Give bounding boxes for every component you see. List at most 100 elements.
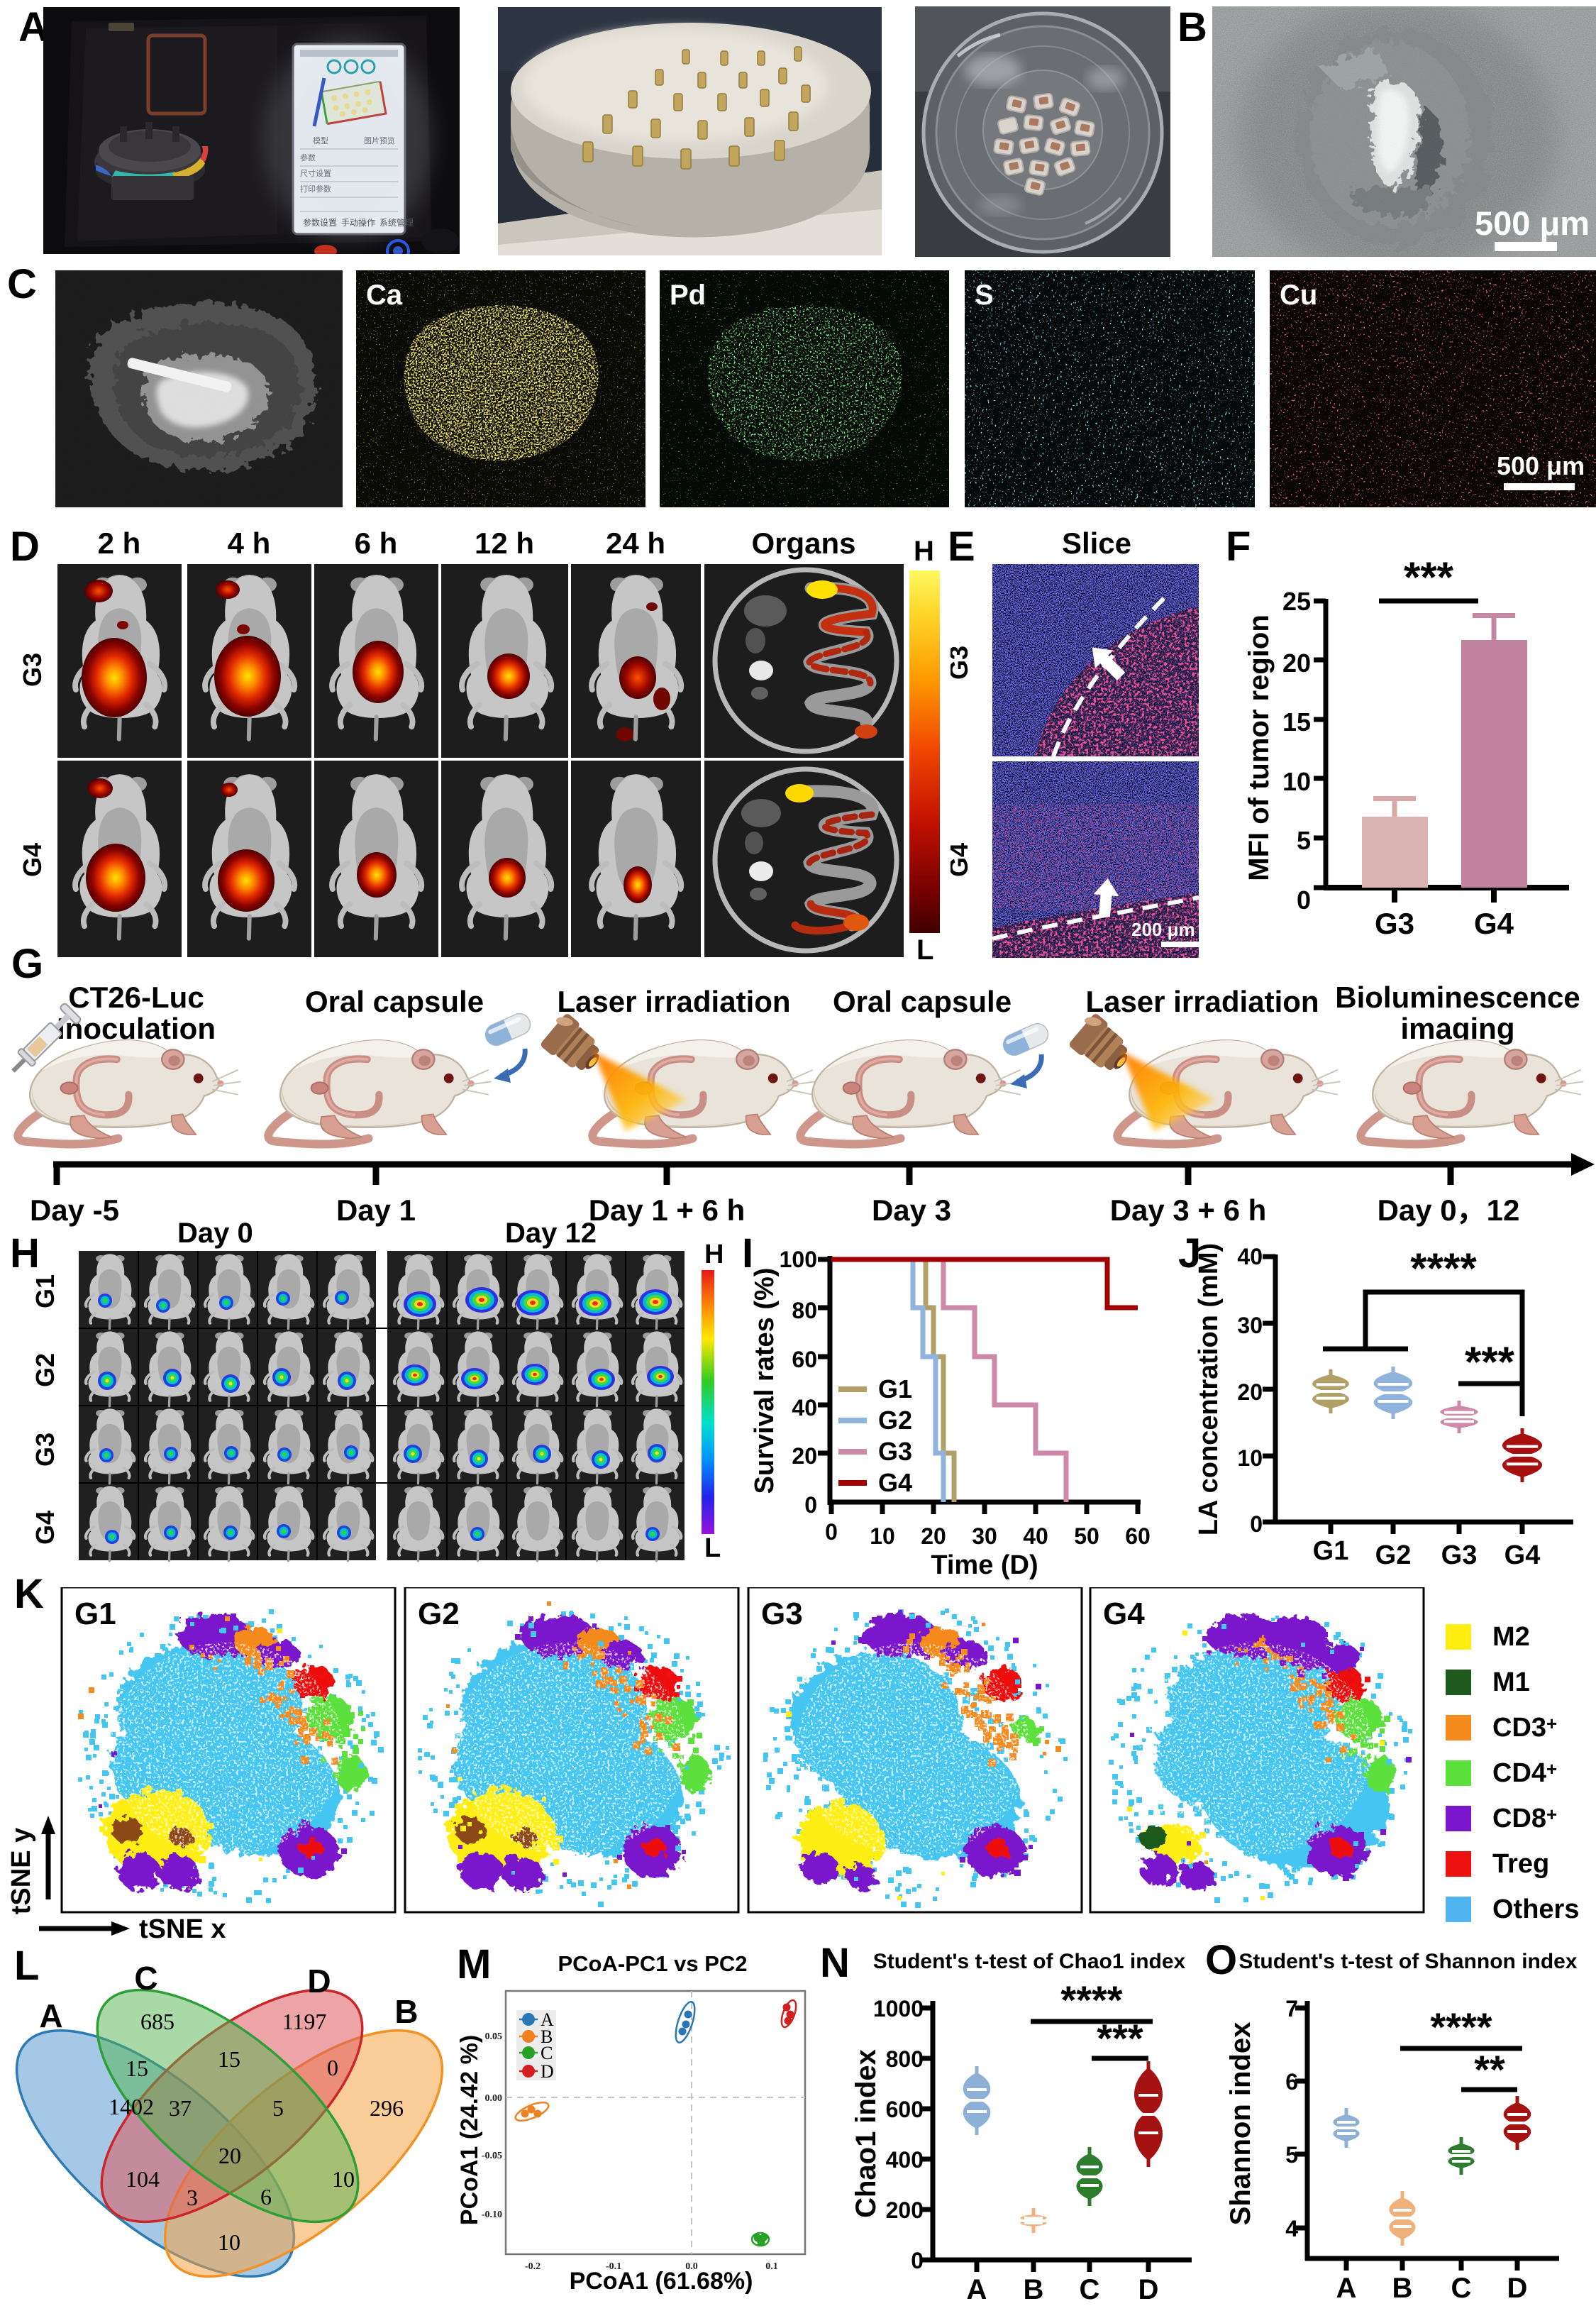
svg-text:Day 1: Day 1	[336, 1193, 416, 1227]
svg-text:Day -5: Day -5	[30, 1193, 119, 1227]
svg-text:尺寸设置: 尺寸设置	[300, 168, 331, 178]
svg-text:D: D	[1138, 2274, 1159, 2305]
svg-text:7: 7	[1285, 1996, 1298, 2021]
svg-text:imaging: imaging	[1400, 1012, 1514, 1045]
svg-text:50: 50	[1074, 1523, 1099, 1549]
svg-text:-0.05: -0.05	[482, 2151, 502, 2161]
svg-text:G1: G1	[878, 1374, 912, 1403]
svg-text:500 μm: 500 μm	[1497, 451, 1585, 480]
svg-text:6: 6	[1285, 2069, 1298, 2095]
svg-text:20: 20	[1237, 1379, 1263, 1405]
svg-text:B: B	[541, 2026, 553, 2047]
svg-text:CD3+: CD3+	[1492, 1713, 1557, 1743]
svg-text:Shannon index: Shannon index	[1225, 2022, 1256, 2226]
svg-text:H: H	[914, 538, 934, 567]
svg-text:CD8+: CD8+	[1492, 1804, 1557, 1833]
svg-text:10: 10	[218, 2229, 240, 2255]
svg-text:Others: Others	[1492, 1894, 1579, 1924]
svg-text:D: D	[307, 1963, 331, 1999]
svg-text:20: 20	[218, 2143, 241, 2168]
svg-text:***: ***	[1465, 1338, 1515, 1386]
svg-text:G3: G3	[18, 653, 47, 687]
svg-text:80: 80	[792, 1298, 817, 1323]
svg-text:PCoA1 (61.68%): PCoA1 (61.68%)	[570, 2268, 753, 2295]
svg-text:A: A	[541, 2009, 554, 2030]
svg-text:图片预览: 图片预览	[364, 136, 395, 145]
svg-text:0: 0	[1250, 1511, 1263, 1537]
svg-text:Day 1 + 6 h: Day 1 + 6 h	[589, 1193, 746, 1227]
svg-text:G1: G1	[31, 1274, 60, 1308]
svg-text:CT26-Luc: CT26-Luc	[68, 981, 204, 1014]
svg-text:C: C	[541, 2043, 553, 2063]
svg-text:***: ***	[1097, 2016, 1143, 2060]
svg-text:0: 0	[327, 2055, 338, 2080]
svg-text:1000: 1000	[873, 1996, 924, 2021]
svg-text:A: A	[39, 1997, 62, 2034]
svg-text:Time (D): Time (D)	[931, 1550, 1038, 1580]
svg-text:Treg: Treg	[1492, 1849, 1549, 1879]
svg-text:0.00: 0.00	[485, 2093, 503, 2104]
svg-text:15: 15	[1282, 707, 1311, 737]
svg-text:37: 37	[169, 2095, 192, 2121]
svg-text:200 μm: 200 μm	[1131, 919, 1195, 940]
svg-text:M1: M1	[1492, 1667, 1530, 1697]
svg-text:0: 0	[1297, 886, 1311, 915]
svg-text:2 h: 2 h	[98, 528, 141, 560]
svg-text:1402: 1402	[109, 2094, 154, 2119]
svg-text:Organs: Organs	[751, 528, 855, 560]
svg-text:****: ****	[1410, 1245, 1477, 1292]
svg-text:G4: G4	[878, 1468, 912, 1497]
svg-text:6 h: 6 h	[355, 528, 398, 560]
svg-text:15: 15	[126, 2056, 148, 2081]
svg-text:0: 0	[804, 1492, 817, 1518]
svg-text:25: 25	[1282, 587, 1311, 616]
svg-text:500 μm: 500 μm	[1475, 204, 1590, 242]
svg-text:A: A	[1336, 2273, 1357, 2304]
svg-text:G2: G2	[418, 1596, 460, 1631]
svg-text:200: 200	[886, 2197, 924, 2223]
svg-text:CD4+: CD4+	[1492, 1758, 1557, 1788]
svg-text:20: 20	[921, 1523, 946, 1549]
svg-text:10: 10	[1282, 767, 1311, 796]
svg-text:Ca: Ca	[366, 280, 403, 311]
svg-text:Laser irradiation: Laser irradiation	[557, 985, 790, 1018]
svg-text:0.0: 0.0	[685, 2261, 698, 2272]
svg-text:G4: G4	[1504, 1540, 1541, 1570]
svg-text:Oral capsule: Oral capsule	[833, 985, 1012, 1018]
svg-text:G3: G3	[951, 646, 973, 680]
svg-text:模型: 模型	[313, 136, 328, 145]
svg-text:Bioluminescence: Bioluminescence	[1335, 981, 1580, 1014]
svg-text:C: C	[1080, 2274, 1100, 2305]
svg-text:C: C	[1451, 2273, 1472, 2304]
svg-text:400: 400	[886, 2147, 924, 2173]
svg-text:LA concentration (mM): LA concentration (mM)	[1194, 1243, 1224, 1535]
svg-text:G3: G3	[31, 1433, 60, 1467]
svg-text:60: 60	[1125, 1523, 1151, 1549]
svg-text:G2: G2	[878, 1406, 912, 1435]
svg-text:C: C	[134, 1960, 157, 1997]
svg-text:Day 3: Day 3	[872, 1193, 951, 1227]
svg-text:40: 40	[1237, 1244, 1263, 1269]
svg-text:10: 10	[1237, 1445, 1263, 1471]
svg-text:H: H	[704, 1242, 724, 1269]
svg-text:60: 60	[792, 1347, 817, 1372]
svg-text:G3: G3	[1375, 907, 1414, 940]
svg-text:100: 100	[780, 1247, 817, 1272]
svg-text:参数: 参数	[300, 153, 316, 162]
svg-text:15: 15	[218, 2046, 240, 2072]
svg-text:G2: G2	[31, 1353, 60, 1387]
svg-text:6: 6	[260, 2184, 272, 2210]
svg-text:0: 0	[825, 1519, 838, 1545]
svg-text:0.05: 0.05	[485, 2031, 503, 2042]
svg-text:30: 30	[1237, 1313, 1263, 1338]
svg-text:5: 5	[1297, 826, 1311, 855]
svg-text:MFI of tumor region: MFI of tumor region	[1243, 614, 1275, 881]
svg-text:****: ****	[1060, 1977, 1122, 2022]
svg-text:G1: G1	[1313, 1536, 1349, 1566]
svg-text:B: B	[394, 1993, 418, 2030]
svg-text:L: L	[916, 934, 933, 964]
svg-text:4: 4	[1285, 2216, 1298, 2241]
svg-text:0: 0	[911, 2248, 924, 2273]
svg-text:D: D	[541, 2061, 554, 2082]
svg-text:-0.2: -0.2	[525, 2261, 541, 2272]
